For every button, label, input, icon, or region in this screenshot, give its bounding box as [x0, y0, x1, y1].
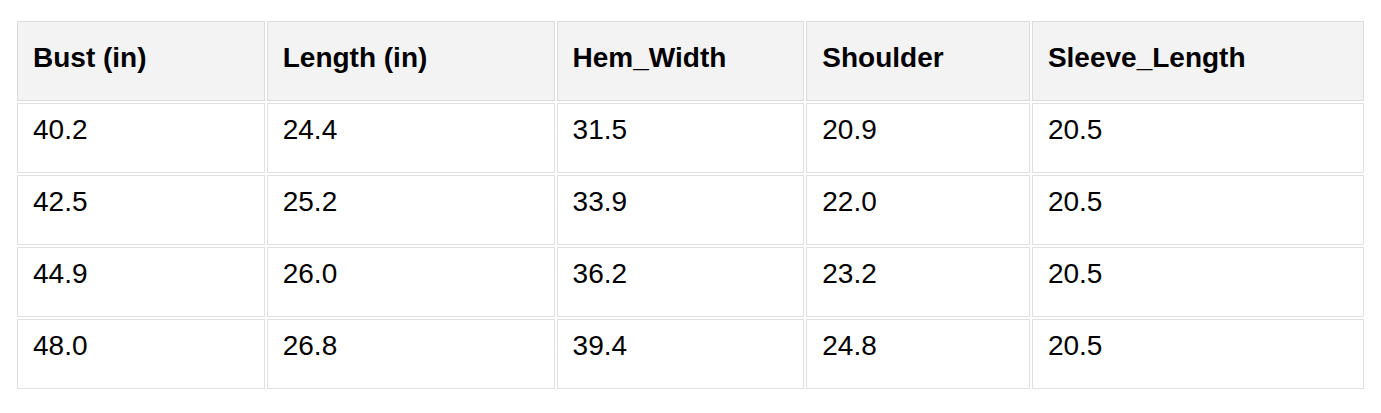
- column-header-bust: Bust (in): [17, 21, 265, 101]
- table-row: 40.2 24.4 31.5 20.9 20.5: [17, 103, 1364, 173]
- table-cell: 33.9: [557, 175, 805, 245]
- table-row: 48.0 26.8 39.4 24.8 20.5: [17, 319, 1364, 389]
- table-cell: 20.5: [1032, 247, 1364, 317]
- column-header-hem-width: Hem_Width: [557, 21, 805, 101]
- table-cell: 22.0: [806, 175, 1030, 245]
- measurements-table: Bust (in) Length (in) Hem_Width Shoulder…: [15, 19, 1366, 391]
- table-cell: 44.9: [17, 247, 265, 317]
- table-cell: 20.9: [806, 103, 1030, 173]
- table-cell: 20.5: [1032, 175, 1364, 245]
- column-header-length: Length (in): [267, 21, 555, 101]
- table-row: 42.5 25.2 33.9 22.0 20.5: [17, 175, 1364, 245]
- table-cell: 40.2: [17, 103, 265, 173]
- table-cell: 24.8: [806, 319, 1030, 389]
- table-cell: 25.2: [267, 175, 555, 245]
- table-cell: 39.4: [557, 319, 805, 389]
- header-row: Bust (in) Length (in) Hem_Width Shoulder…: [17, 21, 1364, 101]
- table-cell: 24.4: [267, 103, 555, 173]
- table-row: 44.9 26.0 36.2 23.2 20.5: [17, 247, 1364, 317]
- table-cell: 23.2: [806, 247, 1030, 317]
- table-cell: 36.2: [557, 247, 805, 317]
- table-cell: 48.0: [17, 319, 265, 389]
- table-cell: 20.5: [1032, 103, 1364, 173]
- table-cell: 26.8: [267, 319, 555, 389]
- table-cell: 42.5: [17, 175, 265, 245]
- column-header-shoulder: Shoulder: [806, 21, 1030, 101]
- table-cell: 20.5: [1032, 319, 1364, 389]
- table-cell: 26.0: [267, 247, 555, 317]
- column-header-sleeve-length: Sleeve_Length: [1032, 21, 1364, 101]
- table-cell: 31.5: [557, 103, 805, 173]
